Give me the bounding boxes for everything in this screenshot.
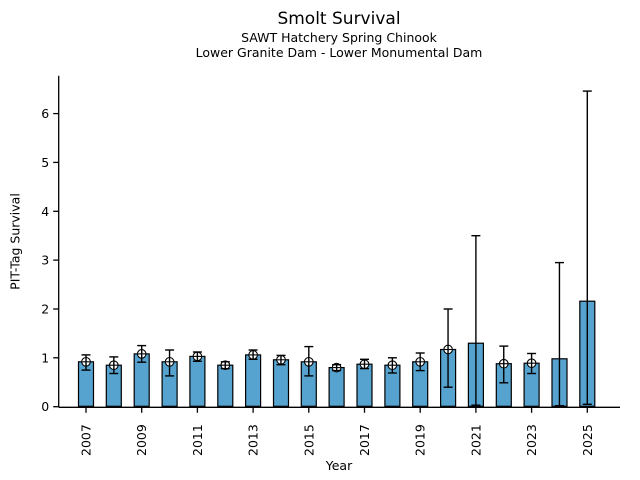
x-tick-label: 2023: [524, 424, 539, 456]
y-tick-label: 6: [41, 106, 49, 121]
chart-title: Smolt Survival: [277, 9, 401, 29]
x-tick-label: 2021: [468, 424, 483, 456]
chart-subtitle-line1: SAWT Hatchery Spring Chinook: [241, 30, 437, 45]
bar-2013: [245, 354, 262, 407]
y-axis-label: PIT-Tag Survival: [7, 193, 23, 290]
y-tick-label: 5: [41, 155, 49, 170]
x-tick-label: 2019: [413, 424, 428, 456]
y-tick-label: 0: [41, 399, 49, 414]
x-tick-label: 2013: [246, 424, 261, 456]
chart-subtitle-line2: Lower Granite Dam - Lower Monumental Dam: [195, 45, 483, 60]
x-tick-label: 2009: [134, 424, 149, 456]
y-tick-label: 1: [41, 350, 49, 365]
bar-2011: [189, 355, 206, 407]
x-axis-label: Year: [325, 458, 353, 473]
x-tick-label: 2007: [79, 424, 94, 456]
y-tick-label: 4: [41, 204, 49, 219]
bar-2012: [217, 364, 234, 407]
y-tick-label: 3: [41, 253, 49, 268]
x-tick-label: 2015: [301, 424, 316, 456]
bar-2017: [356, 363, 373, 407]
x-tick-label: 2011: [190, 424, 205, 456]
x-tick-label: 2017: [357, 424, 372, 456]
bar-2016: [328, 367, 345, 407]
x-tick-label: 2025: [580, 424, 595, 456]
bar-2014: [272, 359, 290, 407]
y-tick-label: 2: [41, 302, 49, 317]
